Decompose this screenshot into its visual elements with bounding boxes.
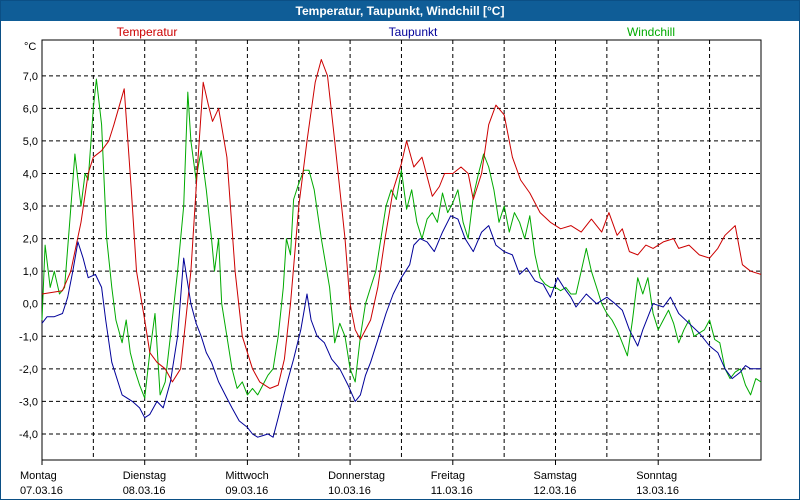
series-line-taupunkt xyxy=(41,215,761,438)
x-tick-date-label: 13.03.16 xyxy=(636,485,679,497)
y-tick-label: -4,0 xyxy=(19,429,38,441)
x-tick-date-label: 12.03.16 xyxy=(534,485,577,497)
y-axis-unit: °C xyxy=(24,41,36,53)
x-tick-date-label: 07.03.16 xyxy=(20,485,63,497)
y-tick-label: 3,0 xyxy=(23,201,38,213)
y-tick-label: 4,0 xyxy=(23,168,38,180)
y-tick-label: 5,0 xyxy=(23,136,38,148)
y-tick-label: -1,0 xyxy=(19,331,38,343)
x-tick-day-label: Donnerstag xyxy=(328,470,385,482)
y-tick-label: -3,0 xyxy=(19,396,38,408)
y-tick-label: 1,0 xyxy=(23,266,38,278)
x-tick-day-label: Montag xyxy=(20,470,57,482)
x-tick-date-label: 08.03.16 xyxy=(123,485,166,497)
legend-label-taupunkt: Taupunkt xyxy=(389,25,438,39)
y-tick-label: 6,0 xyxy=(23,103,38,115)
legend-label-temperatur: Temperatur xyxy=(117,25,178,39)
plot-area-frame xyxy=(41,39,762,461)
y-tick-label: -2,0 xyxy=(19,364,38,376)
x-tick-date-label: 11.03.16 xyxy=(431,485,473,497)
legend-label-windchill: Windchill xyxy=(627,25,675,39)
y-tick-label: 2,0 xyxy=(23,234,38,246)
x-tick-day-label: Sonntag xyxy=(636,470,677,482)
y-tick-label: 7,0 xyxy=(23,71,38,83)
series-line-temperatur xyxy=(41,59,762,389)
x-tick-day-label: Samstag xyxy=(534,470,577,482)
x-tick-day-label: Dienstag xyxy=(123,470,166,482)
y-tick-label: 0,0 xyxy=(23,299,38,311)
window-title: Temperatur, Taupunkt, Windchill [°C] xyxy=(1,1,799,21)
x-tick-day-label: Mittwoch xyxy=(225,470,268,482)
x-tick-day-label: Freitag xyxy=(431,470,465,482)
series-line-windchill xyxy=(41,78,762,399)
x-tick-date-label: 09.03.16 xyxy=(225,485,268,497)
x-tick-date-label: 10.03.16 xyxy=(328,485,371,497)
